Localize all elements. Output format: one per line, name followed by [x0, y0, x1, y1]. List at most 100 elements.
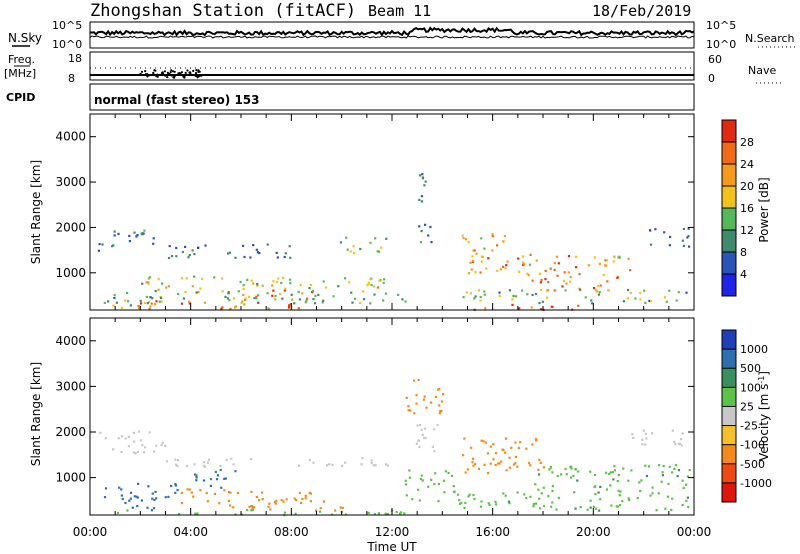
heatmap-cell — [248, 505, 251, 508]
heatmap-cell — [341, 464, 344, 467]
freq-dot — [170, 69, 173, 72]
freq-dot — [170, 74, 173, 77]
heatmap-cell — [411, 498, 414, 501]
heatmap-cell — [599, 498, 602, 501]
heatmap-cell — [539, 461, 542, 464]
heatmap-cell — [188, 488, 191, 491]
freq-tick-top: 18 — [68, 52, 82, 65]
heatmap-cell — [510, 446, 513, 449]
heatmap-cell — [103, 301, 106, 304]
heatmap-cell — [430, 241, 433, 244]
heatmap-cell — [234, 470, 237, 473]
heatmap-cell — [508, 456, 511, 459]
heatmap-cell — [120, 488, 123, 491]
heatmap-cell — [479, 299, 482, 302]
heatmap-cell — [168, 245, 171, 248]
heatmap-cell — [612, 260, 615, 263]
heatmap-cell — [424, 436, 427, 440]
power-colorbar-ticks: 4 8 12 16 20 24 28 — [722, 136, 754, 281]
y-tick-label: 4000 — [55, 130, 86, 144]
heatmap-cell — [456, 493, 460, 496]
heatmap-cell — [251, 508, 254, 511]
heatmap-cell — [477, 289, 480, 292]
heatmap-cell — [469, 261, 472, 264]
heatmap-cell — [128, 234, 131, 238]
heatmap-cell — [648, 465, 651, 468]
heatmap-cell — [586, 508, 589, 511]
heatmap-cell — [267, 308, 270, 311]
heatmap-cell — [206, 461, 209, 464]
heatmap-cell — [465, 291, 468, 294]
heatmap-cell — [470, 268, 473, 271]
heatmap-cell — [133, 231, 136, 234]
colorbar-tick-label: 8 — [740, 246, 747, 259]
heatmap-cell — [602, 273, 605, 277]
heatmap-cell — [622, 467, 625, 470]
heatmap-cell — [174, 484, 177, 487]
heatmap-cell — [483, 463, 486, 466]
heatmap-cell — [174, 483, 177, 486]
heatmap-cell — [386, 513, 389, 516]
heatmap-cell — [146, 302, 149, 305]
heatmap-cell — [431, 445, 434, 448]
heatmap-cell — [209, 478, 213, 481]
heatmap-cell — [120, 435, 123, 438]
heatmap-cell — [304, 494, 307, 497]
heatmap-cell — [572, 474, 575, 477]
heatmap-cell — [202, 479, 206, 482]
heatmap-cell — [98, 243, 101, 246]
heatmap-cell — [127, 435, 130, 438]
heatmap-cell — [309, 283, 313, 287]
heatmap-cell — [675, 299, 678, 302]
heatmap-cell — [227, 252, 230, 255]
heatmap-cell — [645, 437, 648, 440]
heatmap-cell — [418, 174, 422, 177]
heatmap-cell — [165, 460, 169, 463]
freq-dot — [156, 75, 159, 78]
heatmap-cell — [463, 437, 466, 440]
heatmap-cell — [154, 289, 157, 293]
heatmap-cell — [145, 281, 148, 284]
power-heatmap — [97, 173, 691, 311]
freq-dot — [153, 69, 156, 72]
heatmap-cell — [207, 458, 210, 461]
heatmap-cell — [542, 466, 545, 469]
heatmap-cell — [598, 509, 601, 512]
heatmap-cell — [370, 459, 373, 462]
heatmap-cell — [499, 268, 502, 271]
heatmap-cell — [667, 482, 670, 485]
colorbar-swatch — [722, 252, 736, 274]
heatmap-cell — [232, 506, 235, 509]
heatmap-cell — [141, 444, 144, 447]
heatmap-cell — [157, 288, 160, 291]
heatmap-cell — [570, 465, 573, 468]
heatmap-cell — [437, 388, 440, 391]
heatmap-cell — [192, 495, 195, 498]
heatmap-cell — [294, 512, 297, 515]
heatmap-cell — [480, 500, 483, 503]
heatmap-cell — [313, 302, 317, 305]
heatmap-cell — [569, 276, 572, 279]
heatmap-cell — [298, 464, 301, 467]
heatmap-cell — [282, 500, 285, 503]
heatmap-cell — [126, 291, 129, 295]
heatmap-cell — [373, 513, 376, 516]
heatmap-cell — [534, 502, 537, 505]
heatmap-cell — [237, 290, 240, 293]
heatmap-cell — [276, 256, 279, 259]
y-tick-label: 2000 — [55, 220, 86, 234]
freq-tick-bottom: 8 — [68, 72, 75, 85]
time-axis-title: Time UT — [366, 540, 417, 554]
heatmap-cell — [640, 479, 643, 482]
heatmap-cell — [376, 286, 379, 289]
velocity-colorbar-label: Velocity [m s-1] — [757, 371, 772, 461]
heatmap-cell — [255, 297, 258, 300]
heatmap-cell — [197, 290, 200, 294]
freq-dot — [172, 76, 175, 79]
colorbar-tick-label: -100 — [740, 439, 765, 452]
heatmap-cell — [538, 507, 542, 510]
heatmap-cell — [577, 470, 580, 473]
heatmap-cell — [491, 233, 494, 236]
heatmap-cell — [351, 301, 354, 304]
heatmap-cell — [204, 244, 207, 247]
